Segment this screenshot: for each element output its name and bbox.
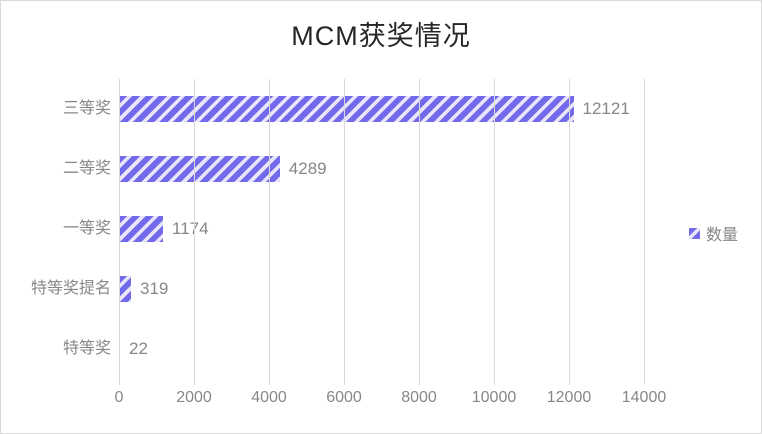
category-label: 三等奖 xyxy=(62,100,111,117)
bar-row: 二等奖 4289 xyxy=(63,156,327,182)
gridline xyxy=(194,79,195,379)
gridline xyxy=(119,79,120,379)
bar-first-prize[interactable] xyxy=(119,216,163,242)
x-axis-tick-label: 6000 xyxy=(326,389,362,406)
value-label: 319 xyxy=(140,279,169,298)
x-axis-tick xyxy=(644,379,645,385)
gridline xyxy=(419,79,420,379)
legend-label: 数量 xyxy=(706,227,739,244)
x-axis-tick-label: 2000 xyxy=(176,389,212,406)
chart-title: MCM获奖情况 xyxy=(291,21,471,51)
x-axis-tick-label: 8000 xyxy=(401,389,437,406)
bar-row: 特等奖提名 319 xyxy=(31,276,169,302)
gridline xyxy=(269,79,270,379)
x-axis-tick xyxy=(494,379,495,385)
x-axis-tick xyxy=(269,379,270,385)
category-label: 特等奖 xyxy=(62,340,111,357)
category-label: 一等奖 xyxy=(62,220,111,237)
x-axis-tick-label: 0 xyxy=(114,389,124,406)
legend[interactable]: 数量 xyxy=(689,221,738,245)
value-label: 12121 xyxy=(582,99,630,118)
x-axis-tick-label: 12000 xyxy=(546,389,592,406)
x-axis-tick-label: 14000 xyxy=(621,389,667,406)
gridline xyxy=(494,79,495,379)
bar-row: 三等奖 12121 xyxy=(63,96,630,122)
gridline xyxy=(344,79,345,379)
category-label: 特等奖提名 xyxy=(30,280,111,297)
value-label: 22 xyxy=(129,339,148,358)
x-axis-tick-label: 4000 xyxy=(251,389,287,406)
category-label: 二等奖 xyxy=(62,160,111,177)
bar-row: 一等奖 1174 xyxy=(63,216,209,242)
bar-outstanding-nomination[interactable] xyxy=(119,276,131,302)
bar-second-prize[interactable] xyxy=(119,156,280,182)
legend-swatch-icon xyxy=(689,227,700,239)
x-axis-tick-label: 10000 xyxy=(471,389,517,406)
value-label: 4289 xyxy=(288,159,327,178)
bar-third-prize[interactable] xyxy=(119,96,574,122)
x-axis-tick xyxy=(194,379,195,385)
value-label: 1174 xyxy=(172,219,209,238)
bar-row: 特等奖 22 xyxy=(63,336,148,362)
x-axis-tick xyxy=(419,379,420,385)
plot-area: 三等奖 12121 二等奖 4289 一等奖 1174 特等奖提名 319 特等… xyxy=(31,79,666,406)
x-axis-tick xyxy=(119,379,120,385)
x-axis-tick xyxy=(344,379,345,385)
gridline xyxy=(644,79,645,379)
gridline xyxy=(569,79,570,379)
x-axis-tick xyxy=(569,379,570,385)
